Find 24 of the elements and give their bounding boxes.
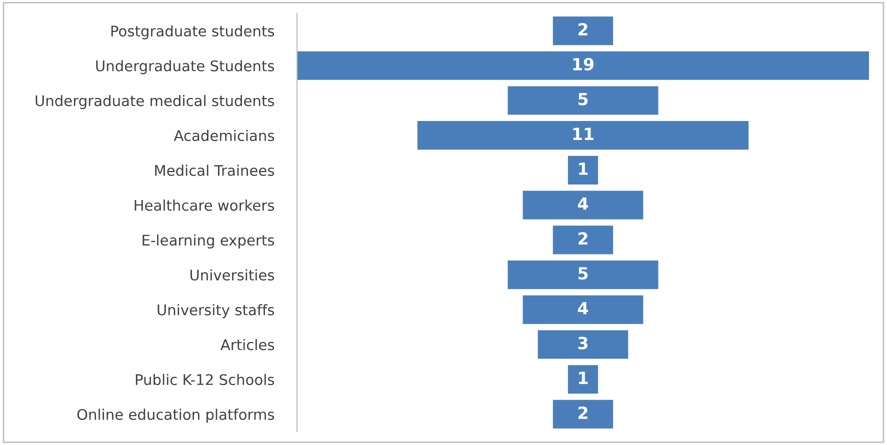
category-label: Medical Trainees [155,164,274,176]
data-label: 1 [579,162,588,175]
category-label: Online education platforms [77,408,274,423]
category-label: Universities [190,269,274,281]
data-label: 2 [578,23,588,36]
category-label: University staffs [158,304,274,318]
category-label: Public K-12 Schools [136,374,274,386]
category-label: E-learning experts [142,234,274,249]
category-label: Postgraduate students [111,25,274,40]
category-label: Undergraduate Students [96,60,274,74]
data-label: 4 [578,198,588,210]
data-label: 2 [578,406,588,419]
category-label: Undergraduate medical students [36,94,274,110]
data-label: 5 [578,267,588,280]
data-label: 2 [578,232,588,245]
data-label: 1 [579,372,588,384]
data-label: 3 [578,336,588,350]
data-label: 4 [578,302,588,314]
data-label: 19 [573,58,594,70]
data-label: 5 [578,92,588,106]
category-label: Articles [220,338,274,350]
category-label: Academicians [174,130,274,142]
category-label: Healthcare workers [134,200,274,211]
data-label: 11 [573,128,594,140]
